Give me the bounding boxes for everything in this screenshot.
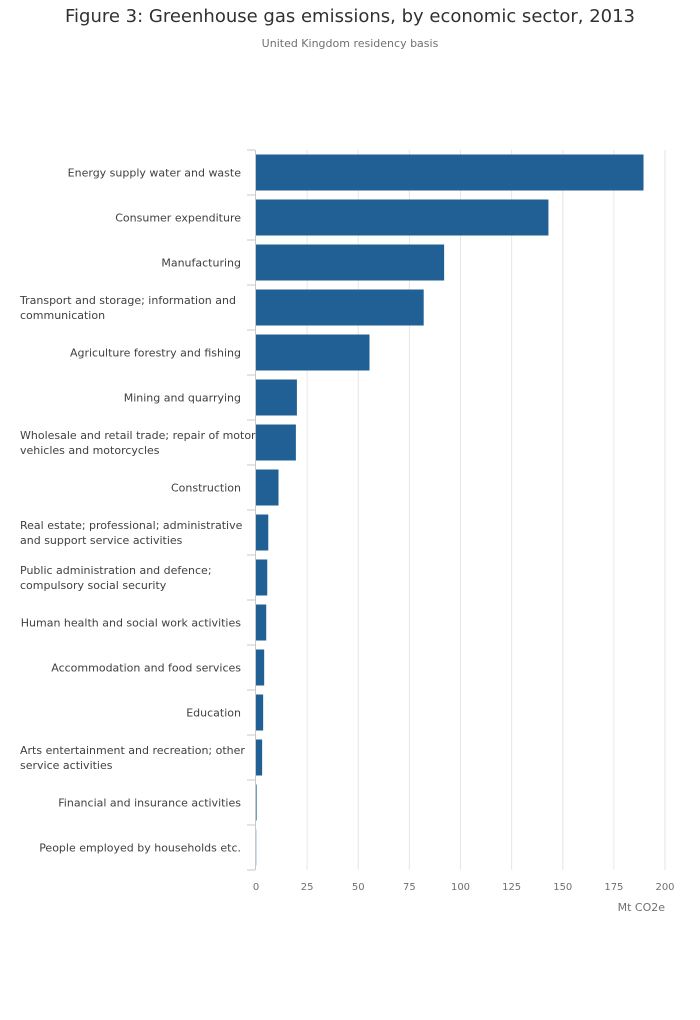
- bar: [256, 739, 263, 776]
- bar: [256, 469, 279, 506]
- bar: [256, 649, 265, 686]
- bar: [256, 784, 257, 821]
- bar: [256, 289, 424, 326]
- axes: 0 25 50 75 100 125 150 175 200: [247, 149, 675, 893]
- category-label: Mining and quarrying: [124, 392, 241, 405]
- category-label: Energy supply water and waste: [68, 167, 242, 180]
- category-label: Construction: [171, 482, 241, 495]
- category-label-line: Wholesale and retail trade; repair of mo…: [20, 429, 256, 442]
- x-tick-label: 125: [502, 882, 521, 893]
- category-label-line: and support service activities: [20, 534, 183, 547]
- category-label: Public administration and defence; compul…: [20, 564, 212, 592]
- bar: [256, 604, 267, 641]
- bar: [256, 424, 296, 461]
- category-label-line: Arts entertainment and recreation; other: [20, 744, 245, 757]
- category-label: Wholesale and retail trade; repair of mo…: [20, 429, 256, 457]
- category-label: Human health and social work activities: [21, 617, 242, 630]
- category-label: Transport and storage; information and co…: [19, 294, 236, 322]
- category-label: Arts entertainment and recreation; other…: [20, 744, 245, 772]
- bar: [256, 199, 549, 236]
- bar: [256, 244, 445, 281]
- category-label: Financial and insurance activities: [58, 797, 241, 810]
- bar: [256, 559, 268, 596]
- category-label-line: Real estate; professional; administrativ…: [20, 519, 243, 532]
- category-label: Education: [186, 707, 241, 720]
- category-labels: Energy supply water and waste Consumer ex…: [19, 167, 256, 855]
- x-tick-label: 175: [604, 882, 623, 893]
- x-tick-label: 150: [553, 882, 572, 893]
- category-label: Manufacturing: [161, 257, 241, 270]
- x-tick-label: 200: [655, 882, 674, 893]
- bars: [256, 154, 644, 866]
- category-label: Accommodation and food services: [51, 662, 241, 675]
- x-tick-label: 100: [451, 882, 470, 893]
- chart-title: Figure 3: Greenhouse gas emissions, by e…: [64, 6, 636, 27]
- bar: [256, 514, 269, 551]
- category-label: Real estate; professional; administrativ…: [20, 519, 243, 547]
- category-label: Agriculture forestry and fishing: [70, 347, 241, 360]
- bar: [256, 154, 644, 191]
- category-label: People employed by households etc.: [39, 842, 241, 855]
- category-label-line: Transport and storage; information and: [19, 294, 236, 307]
- x-tick-label: 0: [253, 882, 259, 893]
- category-label: Consumer expenditure: [115, 212, 241, 225]
- bar: [256, 379, 297, 416]
- bar: [256, 694, 264, 731]
- category-label-line: communication: [20, 309, 105, 322]
- bar: [256, 334, 370, 371]
- category-label-line: vehicles and motorcycles: [20, 444, 160, 457]
- category-label-line: Public administration and defence;: [20, 564, 212, 577]
- category-label-line: service activities: [20, 759, 113, 772]
- x-axis-title: Mt CO2e: [618, 901, 666, 914]
- x-tick-label: 75: [403, 882, 416, 893]
- x-tick-label: 50: [352, 882, 365, 893]
- category-label-line: compulsory social security: [20, 579, 167, 592]
- x-tick-label: 25: [301, 882, 314, 893]
- chart-subtitle: United Kingdom residency basis: [261, 37, 439, 50]
